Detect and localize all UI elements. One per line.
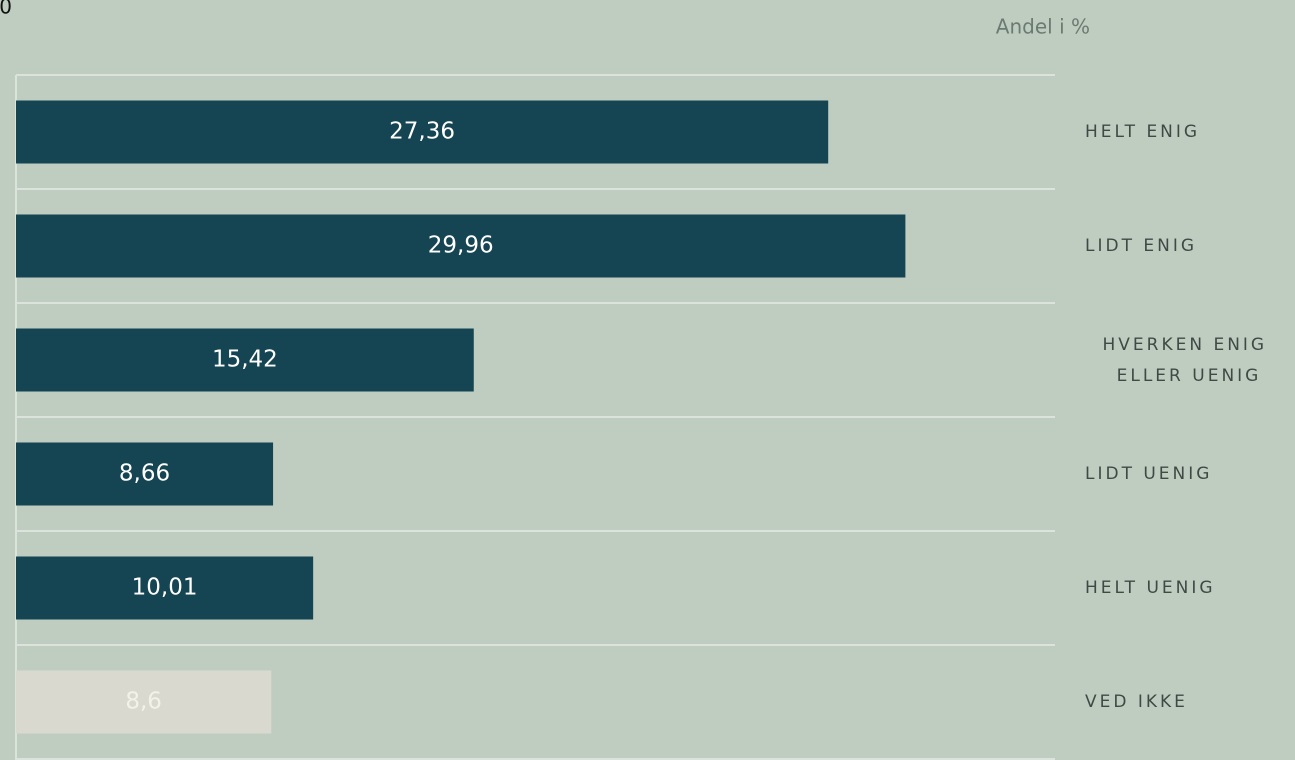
value-label: 27,36 <box>389 119 455 145</box>
category-label: VED IKKE <box>1085 692 1188 712</box>
bar <box>16 556 314 620</box>
x-tick-label: 0 <box>0 0 12 19</box>
category-line: HVERKEN ENIG <box>1102 335 1275 355</box>
value-label: 10,01 <box>132 575 198 601</box>
bar <box>16 670 272 734</box>
bar <box>16 100 829 164</box>
value-label: 29,96 <box>428 233 494 259</box>
category-label: HVERKEN ENIG ELLER UENIG <box>1102 335 1275 386</box>
category-label: LIDT UENIG <box>1085 464 1212 484</box>
category-label: HELT ENIG <box>1085 122 1200 142</box>
bar <box>16 214 906 278</box>
bar <box>16 442 274 506</box>
value-label: 15,42 <box>212 347 278 373</box>
category-label: LIDT ENIG <box>1085 236 1197 256</box>
category-label: HELT UENIG <box>1085 578 1216 598</box>
value-label: 8,6 <box>125 689 162 715</box>
value-label: 8,66 <box>119 461 170 487</box>
category-line: ELLER UENIG <box>1117 366 1262 386</box>
bar <box>16 328 474 392</box>
axis-label: Andel i % <box>996 15 1090 39</box>
